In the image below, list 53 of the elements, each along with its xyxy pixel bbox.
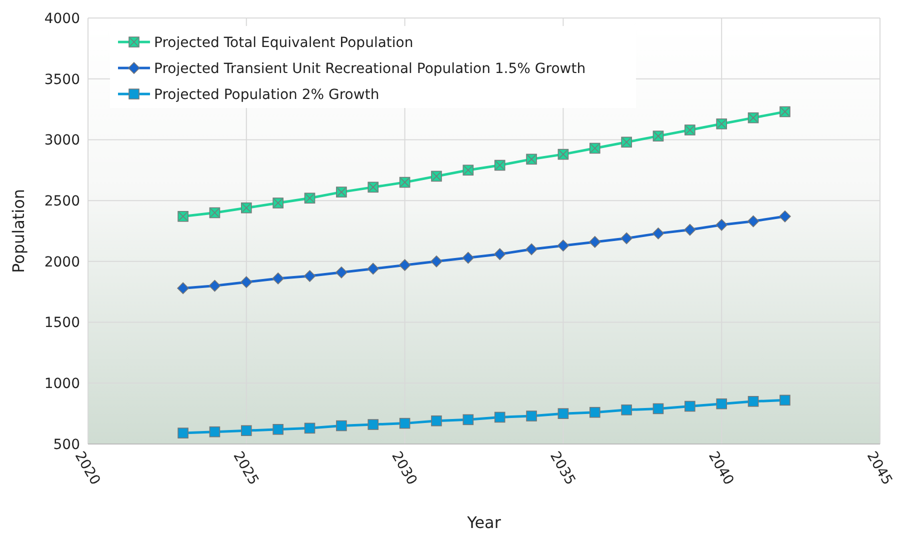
point [336,266,348,278]
y-tick-label: 500 [53,436,80,453]
x-axis-title: Year [466,513,502,532]
point [621,404,632,416]
point [684,400,696,412]
legend-label: Projected Total Equivalent Population [154,34,414,51]
point [272,272,284,284]
point [780,394,790,406]
point [526,410,537,422]
point [178,428,188,438]
point [652,228,664,240]
point [336,420,347,432]
point [398,259,411,271]
y-axis-title: Population [9,188,28,274]
point [620,232,632,244]
point [241,425,252,436]
point [272,424,284,435]
point [716,398,727,410]
point [368,419,379,430]
point [779,210,791,222]
point [431,415,442,426]
y-tick-label: 1500 [44,315,80,332]
point [716,219,728,231]
point [208,280,221,292]
y-tick-label: 3500 [44,72,80,88]
point [494,412,506,423]
y-tick-label: 2000 [44,254,80,270]
legend-label: Projected Transient Unit Recreational Population 1.5% Growth [154,60,586,77]
point [558,408,569,419]
point [526,243,538,256]
point [367,262,380,275]
point [177,282,189,294]
point [494,248,506,260]
point [462,252,474,264]
y-tick-label: 1000 [44,376,80,392]
point [589,406,600,418]
y-tick-label: 2500 [44,193,80,210]
point [304,422,316,434]
point [462,414,474,426]
point [304,270,316,282]
point [209,426,220,438]
y-tick-label: 4000 [44,10,80,27]
y-tick-label: 3000 [44,132,80,149]
point [588,236,601,248]
point [652,403,664,414]
point [430,256,442,268]
legend-label: Projected Population 2% Growth [154,86,380,103]
point [748,396,759,407]
point [399,418,410,429]
point [240,276,252,288]
point [557,240,570,252]
point [684,224,696,236]
point [747,215,760,228]
